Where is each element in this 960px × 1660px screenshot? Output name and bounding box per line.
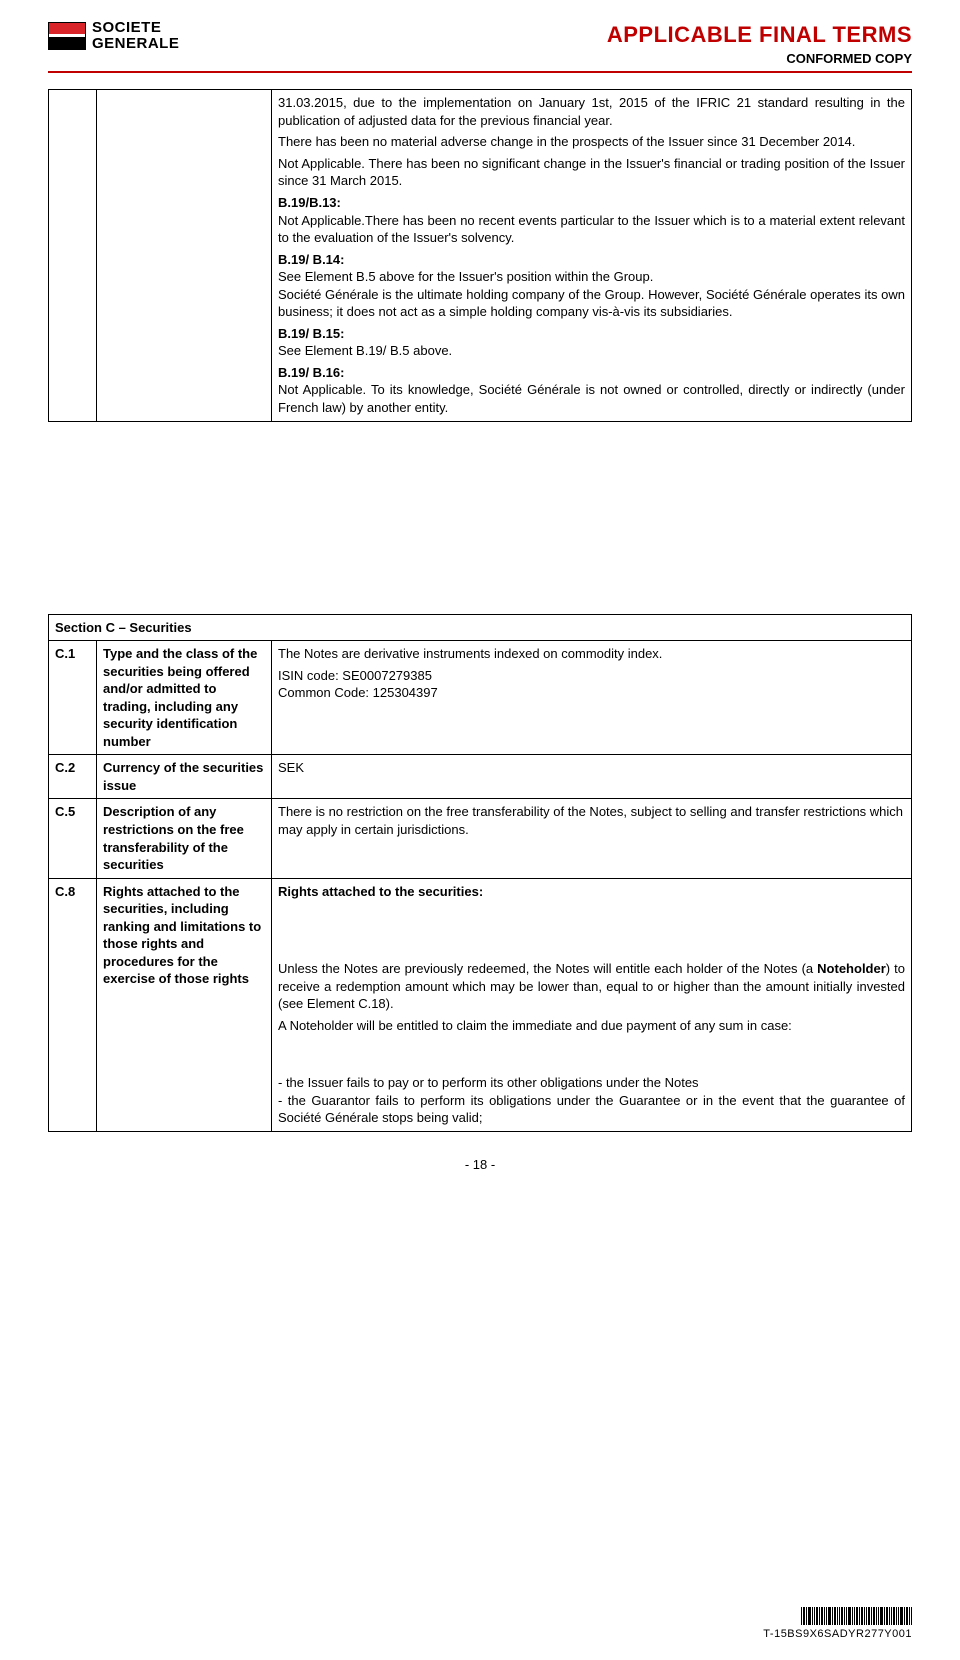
c1-line3: Common Code: 125304397 [278, 684, 905, 702]
c8-p1a: Unless the Notes are previously redeemed… [278, 961, 817, 976]
header-right: APPLICABLE FINAL TERMS CONFORMED COPY [607, 20, 912, 67]
c8-content: Rights attached to the securities: Unles… [272, 878, 912, 1131]
top-p7: See Element B.19/ B.5 above. [278, 342, 905, 360]
page-header: SOCIETE GENERALE APPLICABLE FINAL TERMS … [48, 20, 912, 73]
top-h3: B.19/ B.15: [278, 325, 905, 343]
c8-p1: Unless the Notes are previously redeemed… [278, 960, 905, 1013]
c1-line2: ISIN code: SE0007279385 [278, 667, 905, 685]
top-continuation-table: 31.03.2015, due to the implementation on… [48, 89, 912, 421]
c8-p2: A Noteholder will be entitled to claim t… [278, 1017, 905, 1035]
top-p2: There has been no material adverse chang… [278, 133, 905, 151]
c8-b1: - the Issuer fails to pay or to perform … [278, 1074, 905, 1092]
section-c-title: Section C – Securities [49, 614, 912, 641]
c8-h1: Rights attached to the securities: [278, 883, 905, 901]
page-number: - 18 - [48, 1156, 912, 1174]
c1-line1: The Notes are derivative instruments ind… [278, 645, 905, 663]
top-content-cell: 31.03.2015, due to the implementation on… [272, 90, 912, 421]
c5-value: There is no restriction on the free tran… [272, 799, 912, 878]
top-h4: B.19/ B.16: [278, 364, 905, 382]
top-h1: B.19/B.13: [278, 194, 905, 212]
top-p4: Not Applicable.There has been no recent … [278, 212, 905, 247]
c8-p1b: Noteholder [817, 961, 886, 976]
header-title: APPLICABLE FINAL TERMS [607, 20, 912, 50]
c5-label: Description of any restrictions on the f… [97, 799, 272, 878]
header-subtitle: CONFORMED COPY [607, 50, 912, 68]
c2-value: SEK [272, 755, 912, 799]
c2-code: C.2 [49, 755, 97, 799]
c5-code: C.5 [49, 799, 97, 878]
row-c8: C.8 Rights attached to the securities, i… [49, 878, 912, 1131]
c8-code: C.8 [49, 878, 97, 1131]
barcode-icon [763, 1607, 912, 1625]
c1-code: C.1 [49, 641, 97, 755]
c2-label: Currency of the securities issue [97, 755, 272, 799]
sg-logo-icon [48, 22, 86, 50]
logo-line2: GENERALE [92, 36, 179, 52]
barcode-label: T-15BS9X6SADYR277Y001 [763, 1627, 912, 1642]
top-h2: B.19/ B.14: [278, 251, 905, 269]
logo-line1: SOCIETE [92, 20, 179, 36]
c1-content: The Notes are derivative instruments ind… [272, 641, 912, 755]
row-c2: C.2 Currency of the securities issue SEK [49, 755, 912, 799]
footer-barcode: T-15BS9X6SADYR277Y001 [763, 1607, 912, 1642]
top-p8: Not Applicable. To its knowledge, Sociét… [278, 381, 905, 416]
top-p5: See Element B.5 above for the Issuer's p… [278, 268, 905, 286]
c8-label: Rights attached to the securities, inclu… [97, 878, 272, 1131]
logo-block: SOCIETE GENERALE [48, 20, 179, 52]
section-c-table: Section C – Securities C.1 Type and the … [48, 614, 912, 1132]
top-p6: Société Générale is the ultimate holding… [278, 286, 905, 321]
row-c1: C.1 Type and the class of the securities… [49, 641, 912, 755]
logo-text: SOCIETE GENERALE [92, 20, 179, 52]
row-c5: C.5 Description of any restrictions on t… [49, 799, 912, 878]
c8-b2: - the Guarantor fails to perform its obl… [278, 1092, 905, 1127]
c1-label: Type and the class of the securities bei… [97, 641, 272, 755]
top-p3: Not Applicable. There has been no signif… [278, 155, 905, 190]
empty-code-cell [49, 90, 97, 421]
empty-label-cell [97, 90, 272, 421]
top-p1: 31.03.2015, due to the implementation on… [278, 94, 905, 129]
